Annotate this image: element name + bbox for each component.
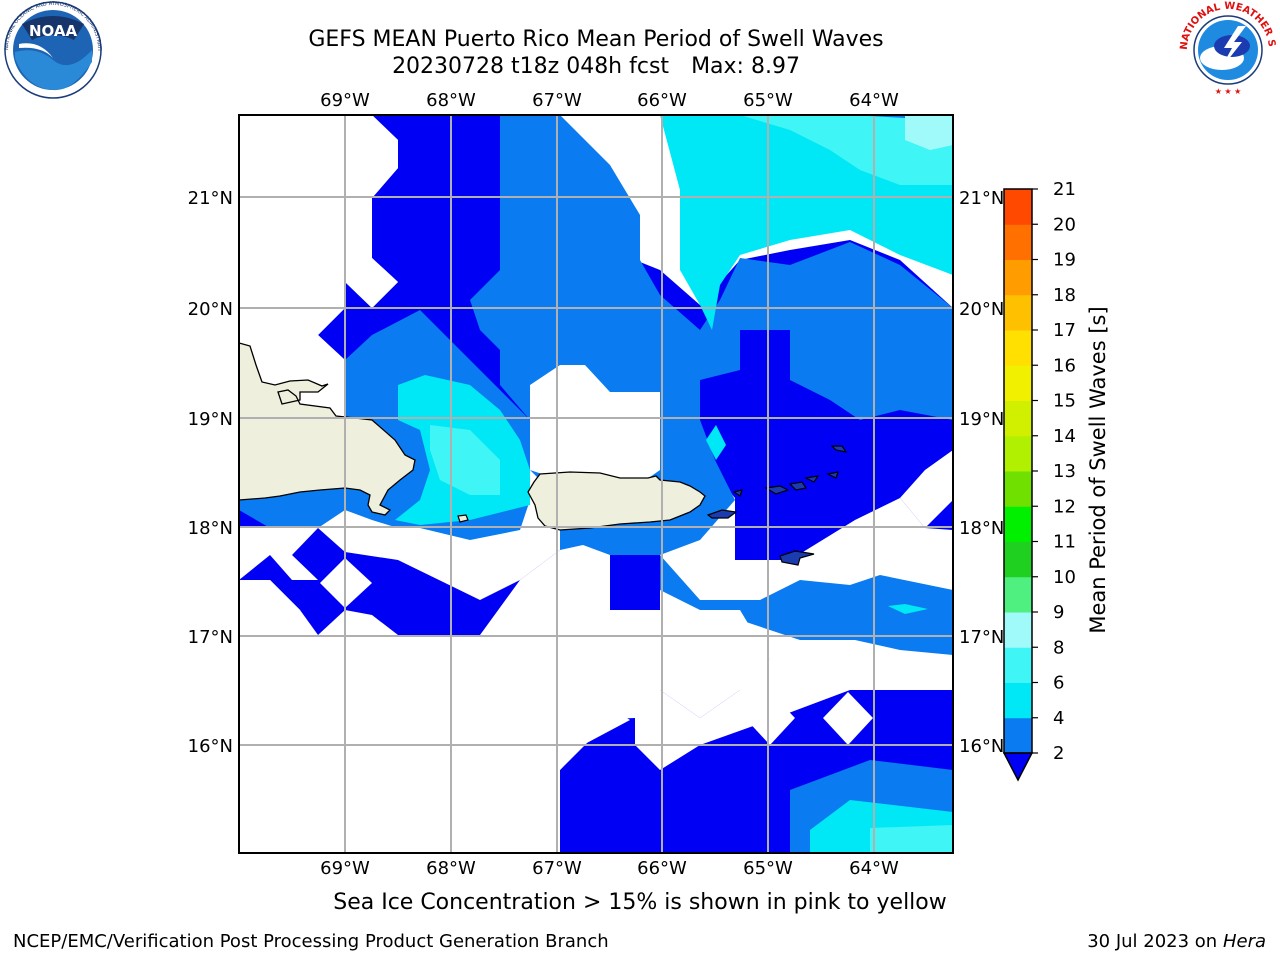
map-title: GEFS MEAN Puerto Rico Mean Period of Swe…	[308, 27, 884, 52]
colorbar: 2 4 6 8 9 10 11 12 13 14 15 16 17 18 19 20 21	[1002, 179, 1076, 782]
colorbar-band	[1004, 471, 1032, 507]
colorbar-band	[1004, 189, 1032, 225]
sea-ice-caption: Sea Ice Concentration > 15% is shown in …	[333, 890, 947, 915]
lat-label-left: 20°N	[188, 299, 233, 320]
lon-label-top: 64°W	[849, 90, 899, 111]
noaa-logo-text: NOAA	[29, 22, 78, 40]
footer-date: 30 Jul 2023 on Hera	[1087, 931, 1266, 952]
lat-label-left: 16°N	[188, 736, 233, 757]
colorbar-tick-label: 13	[1053, 461, 1076, 482]
colorbar-tick-label: 10	[1053, 567, 1076, 588]
lon-label-bottom: 69°W	[320, 858, 370, 879]
lon-label-bottom: 68°W	[426, 858, 476, 879]
footer-credit: NCEP/EMC/Verification Post Processing Pr…	[13, 931, 609, 952]
max-value: Max: 8.97	[691, 54, 800, 79]
colorbar-tick-label: 18	[1053, 285, 1076, 306]
period-6-8s	[430, 115, 953, 853]
colorbar-tick-label: 12	[1053, 496, 1076, 517]
colorbar-tick-label: 2	[1053, 743, 1064, 764]
noaa-logo-icon: NOAA NATIONAL OCEANIC AND ATMOSPHERIC AD…	[2, 0, 102, 99]
lon-label-top: 66°W	[637, 90, 687, 111]
nws-logo-icon: NATIONAL WEATHER SERVICE ★ ★ ★	[1176, 0, 1277, 98]
swell-period-field	[239, 115, 953, 853]
colorbar-band	[1004, 259, 1032, 296]
period-8-9s	[905, 115, 953, 150]
colorbar-band	[1004, 224, 1032, 260]
lat-label-right: 17°N	[959, 627, 1004, 648]
lat-label-left: 17°N	[188, 627, 233, 648]
lon-label-top: 65°W	[743, 90, 793, 111]
forecast-date: 20230728 t18z 048h fcst	[392, 54, 670, 79]
colorbar-extend-triangle	[1002, 752, 1034, 782]
lon-label-bottom: 65°W	[743, 858, 793, 879]
colorbar-band	[1004, 365, 1032, 401]
hispaniola-land	[239, 342, 416, 516]
lat-label-right: 19°N	[959, 409, 1004, 430]
lon-label-top: 67°W	[532, 90, 582, 111]
colorbar-band	[1004, 576, 1032, 613]
lon-label-top: 68°W	[426, 90, 476, 111]
puerto-rico-land	[527, 471, 706, 531]
map-frame	[238, 114, 954, 854]
colorbar-tick-label: 15	[1053, 391, 1076, 412]
colorbar-band	[1004, 647, 1032, 683]
colorbar-tick-label: 14	[1053, 426, 1076, 447]
footer-host: Hera	[1222, 931, 1266, 952]
lon-label-bottom: 66°W	[637, 858, 687, 879]
colorbar-band	[1004, 717, 1032, 754]
colorbar-tick-label: 17	[1053, 320, 1076, 341]
colorbar-band	[1004, 541, 1032, 578]
colorbar-band	[1004, 506, 1032, 542]
small-islands	[457, 445, 848, 566]
lat-label-left: 19°N	[188, 409, 233, 430]
colorbar-tick-label: 8	[1053, 637, 1064, 658]
graticule	[239, 115, 953, 853]
lon-label-top: 69°W	[320, 90, 370, 111]
colorbar-tick-label: 9	[1053, 602, 1064, 623]
lat-label-left: 21°N	[188, 188, 233, 209]
colorbar-band	[1004, 330, 1032, 366]
colorbar-tick-label: 20	[1053, 214, 1076, 235]
colorbar-tick-label: 21	[1053, 179, 1076, 200]
colorbar-tick-label: 19	[1053, 250, 1076, 271]
colorbar-band	[1004, 435, 1032, 472]
colorbar-band	[1004, 682, 1032, 719]
colorbar-tick-label: 6	[1053, 673, 1064, 694]
lon-label-bottom: 64°W	[849, 858, 899, 879]
lat-label-right: 18°N	[959, 518, 1004, 539]
colorbar-band	[1004, 400, 1032, 437]
no-data-areas	[239, 115, 953, 853]
footer-date-text: 30 Jul 2023 on	[1087, 931, 1223, 952]
lon-label-bottom: 67°W	[532, 858, 582, 879]
lat-label-left: 18°N	[188, 518, 233, 539]
lat-label-right: 16°N	[959, 736, 1004, 757]
colorbar-label: Mean Period of Swell Waves [s]	[1086, 306, 1110, 633]
svg-text:★ ★ ★: ★ ★ ★	[1215, 87, 1242, 96]
colorbar-band	[1004, 612, 1032, 648]
colorbar-tick-label: 4	[1053, 708, 1064, 729]
colorbar-band	[1004, 294, 1032, 331]
lat-label-right: 20°N	[959, 299, 1004, 320]
colorbar-tick-label: 11	[1053, 532, 1076, 553]
map-subtitle: 20230728 t18z 048h fcst Max: 8.97	[0, 54, 1192, 80]
lat-label-right: 21°N	[959, 188, 1004, 209]
colorbar-tick-label: 16	[1053, 355, 1076, 376]
